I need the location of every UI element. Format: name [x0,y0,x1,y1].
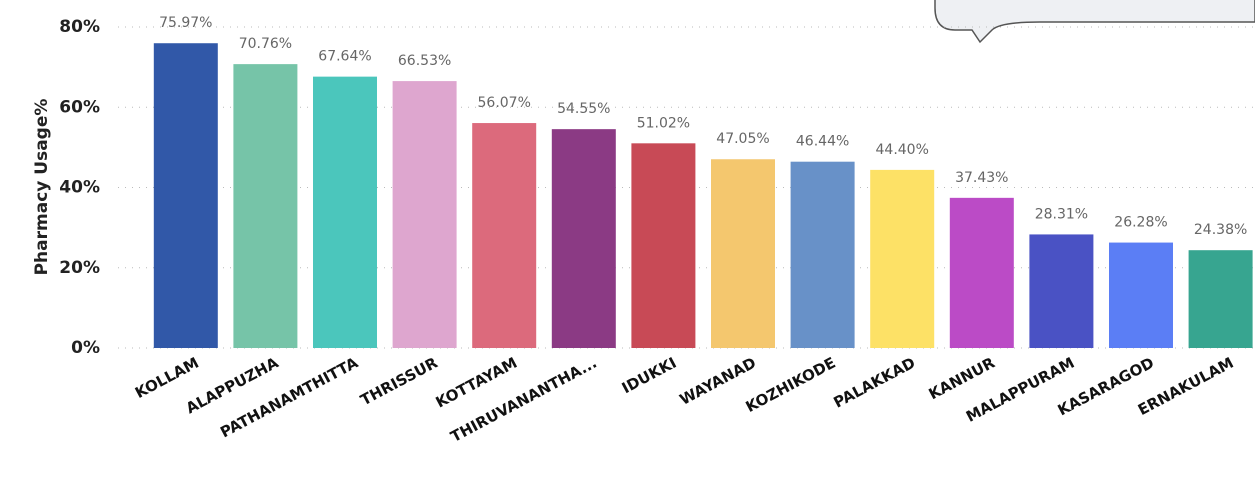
bar [870,169,935,348]
value-label: 26.28% [1114,215,1167,231]
value-label: 51.02% [637,115,690,131]
y-tick-label: 0% [71,338,100,358]
x-tick-label: IDUKKI [619,354,680,398]
value-label: 66.53% [398,53,451,69]
bar [392,81,457,349]
bar [711,159,775,348]
x-tick-label: THIRUVANANTHA... [448,354,600,446]
bar [472,123,537,348]
x-tick-label: THRISSUR [357,353,441,409]
bar [551,129,616,348]
x-tick-label: KANNUR [926,353,998,403]
tooltip-bubble [934,0,1255,44]
bar [1188,250,1253,348]
bar [631,143,696,348]
value-label: 24.38% [1194,222,1247,238]
value-label: 47.05% [716,131,769,147]
value-label: 67.64% [318,49,371,65]
value-label: 75.97% [159,15,212,31]
y-tick-label: 20% [59,258,100,278]
y-axis-label: Pharmacy Usage% [32,99,52,276]
x-tick-label: KOLLAM [132,354,202,402]
y-tick-label: 40% [59,178,100,198]
bar [1109,242,1173,348]
bar [313,76,377,349]
x-tick-label: PALAKKAD [831,354,919,412]
bar [1029,234,1094,348]
bar [949,197,1014,348]
value-label: 37.43% [955,170,1008,186]
value-label: 56.07% [478,95,531,111]
value-label: 28.31% [1035,206,1088,222]
bar [153,43,218,349]
value-label: 46.44% [796,134,849,150]
bar [233,64,298,348]
value-label: 44.40% [876,142,929,158]
value-label: 54.55% [557,101,610,117]
bar [790,161,855,348]
x-tick-label: PATHANAMTHITTA [217,353,361,441]
value-label: 70.76% [239,36,292,52]
y-tick-label: 80% [59,17,100,37]
x-tick-label: KOZHIKODE [743,354,839,416]
y-tick-label: 60% [59,97,100,117]
